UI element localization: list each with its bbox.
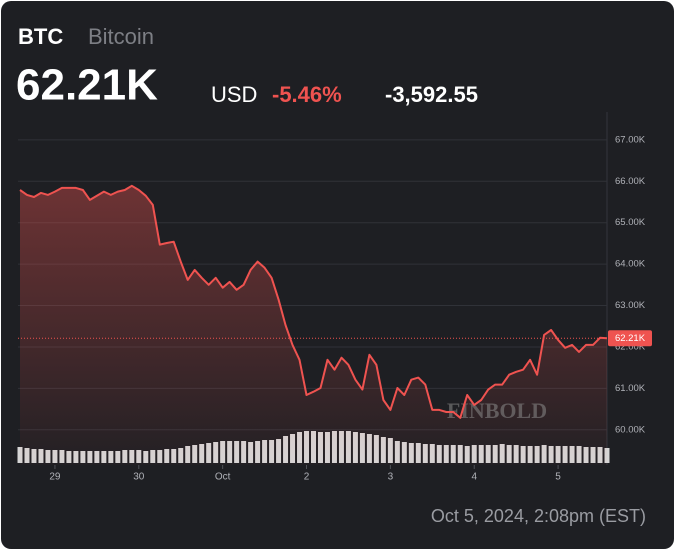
watermark: FINBOLD [447,398,547,423]
price-line [19,184,608,419]
asset-name: Bitcoin [88,24,154,49]
x-tick-label: 5 [555,472,561,483]
change-pct: -5.46% [272,82,342,107]
price-area [20,185,607,466]
y-tick-label: 64.00K [615,259,646,270]
x-tick-label: 30 [133,472,145,483]
current-price-tag [608,330,652,347]
x-tick-label: 3 [388,472,394,483]
currency: USD [211,82,257,107]
y-tick-label: 60.00K [615,424,646,435]
x-tick-label: 4 [471,472,477,483]
x-tick-label: Oct [215,472,231,483]
y-tick-label: 67.00K [615,134,646,145]
x-tick-label: 29 [49,472,61,483]
symbol: BTC [18,24,63,49]
y-tick-label: 61.00K [615,383,646,394]
y-tick-label: 66.00K [615,176,646,187]
current-price-label: 62.21K [615,333,646,344]
y-tick-label: 65.00K [615,217,646,228]
y-tick-label: 62.00K [615,341,646,352]
price: 62.21K [16,61,158,110]
y-tick-label: 63.00K [615,300,646,311]
timestamp: Oct 5, 2024, 2:08pm (EST) [431,506,646,526]
change: -3,592.55 [385,82,478,107]
x-tick-label: 2 [304,472,310,483]
